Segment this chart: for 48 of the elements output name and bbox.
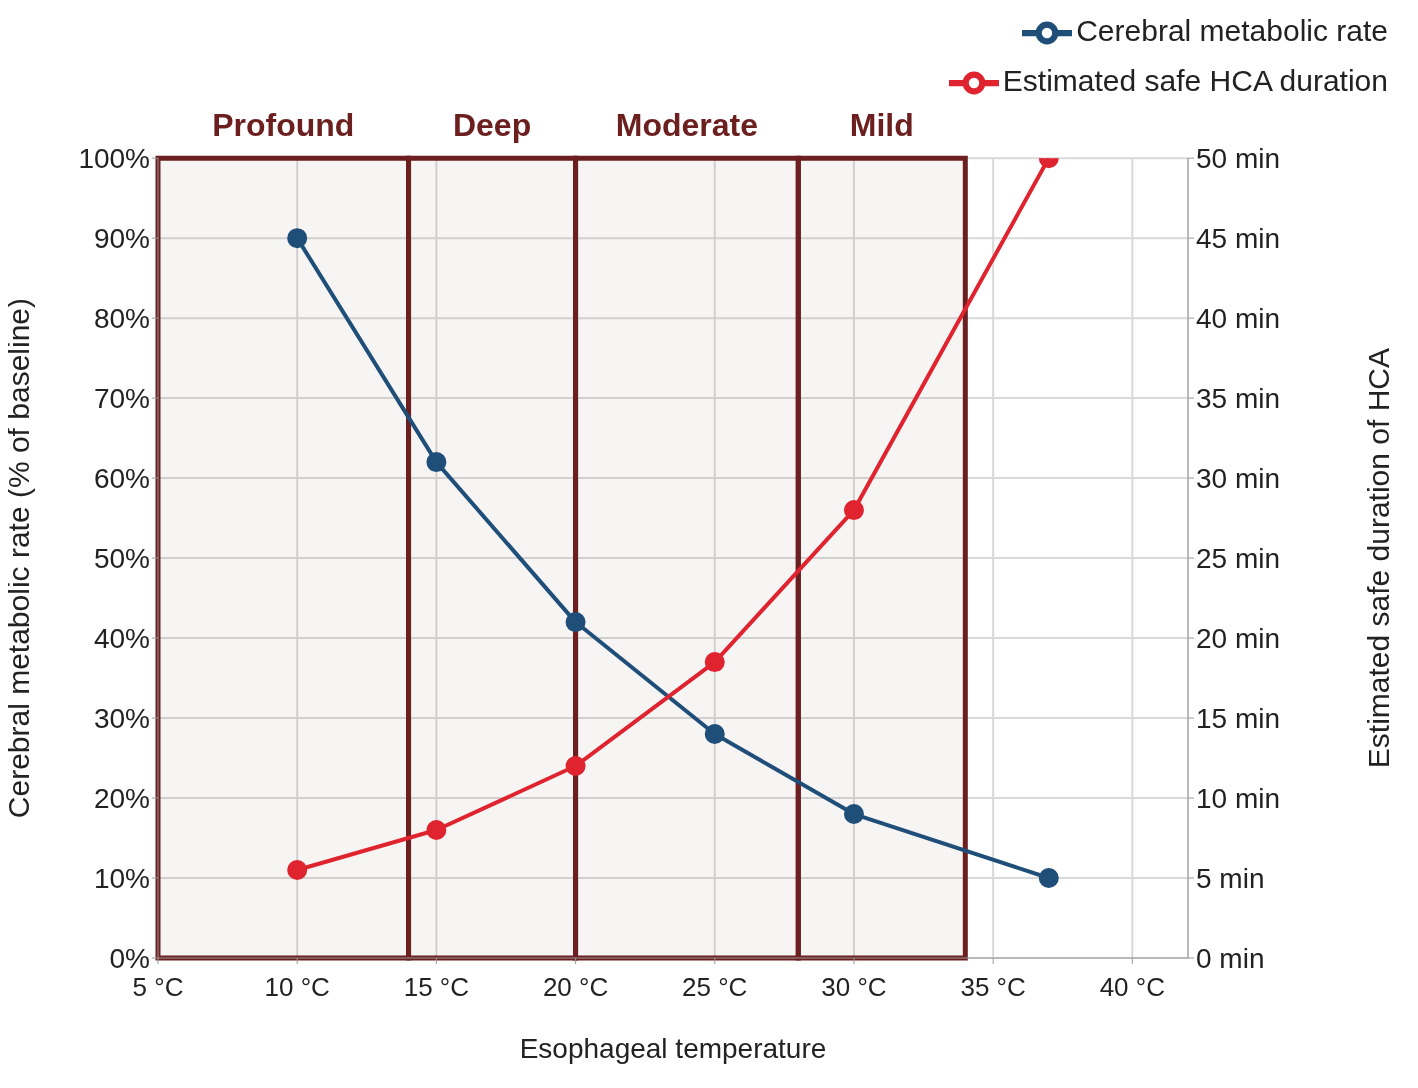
y2-tick-label: 0 min [1196,942,1265,974]
point [843,804,864,825]
x-tick-label: 15 °C [403,972,470,1003]
y2-tick-label: 5 min [1196,862,1265,894]
band-label: Moderate [615,107,759,144]
point [704,652,725,673]
band-label: Deep [452,107,532,144]
y2-tick-label: 30 min [1196,463,1281,495]
y2-tick-label: 15 min [1196,702,1281,734]
x-tick-label: 35 °C [960,972,1026,1003]
x-tick-label: 25 °C [682,972,748,1003]
point [426,820,447,841]
x-tick-label: 30 °C [821,972,887,1003]
y-tick-label: 80% [93,303,150,335]
y2-tick-label: 45 min [1196,223,1281,255]
x-tick-label: 40 °C [1099,972,1165,1003]
y2-tick-label: 10 min [1196,782,1281,814]
y-tick-label: 100% [78,143,150,175]
y-tick-label: 10% [93,862,150,894]
y2-tick-label: 50 min [1196,143,1281,175]
y-tick-label: 70% [93,383,150,415]
x-tick-label: 5 °C [132,972,184,1003]
y2-tick-label: 40 min [1196,303,1281,335]
y-tick-label: 40% [93,623,150,654]
x-tick-label: 20 °C [542,972,609,1003]
point [565,612,586,633]
y2-tick-label: 35 min [1196,383,1281,415]
y-tick-label: 0% [109,942,150,974]
y2-tick-label: 25 min [1196,543,1281,575]
y-tick-label: 20% [93,782,150,814]
band-label: Mild [849,107,914,144]
y-tick-label: 50% [93,543,150,575]
y-tick-label: 90% [93,223,150,255]
legend-label: Cerebral metabolic rate [1076,14,1388,47]
band-label: Profound [212,107,355,144]
legend-label: Estimated safe HCA duration [1002,64,1388,98]
point [1038,868,1059,889]
y2-tick-label: 20 min [1196,623,1281,654]
y-tick-label: 30% [93,702,150,734]
point [287,860,308,881]
y-tick-label: 60% [93,463,150,495]
point [565,756,586,777]
y2-axis-title: Estimated safe duration of HCA [1361,347,1395,769]
point [287,228,308,249]
point [704,724,725,745]
point [426,452,447,473]
x-tick-label: 10 °C [264,972,330,1003]
x-axis-title: Esophageal temperature [519,1033,827,1064]
